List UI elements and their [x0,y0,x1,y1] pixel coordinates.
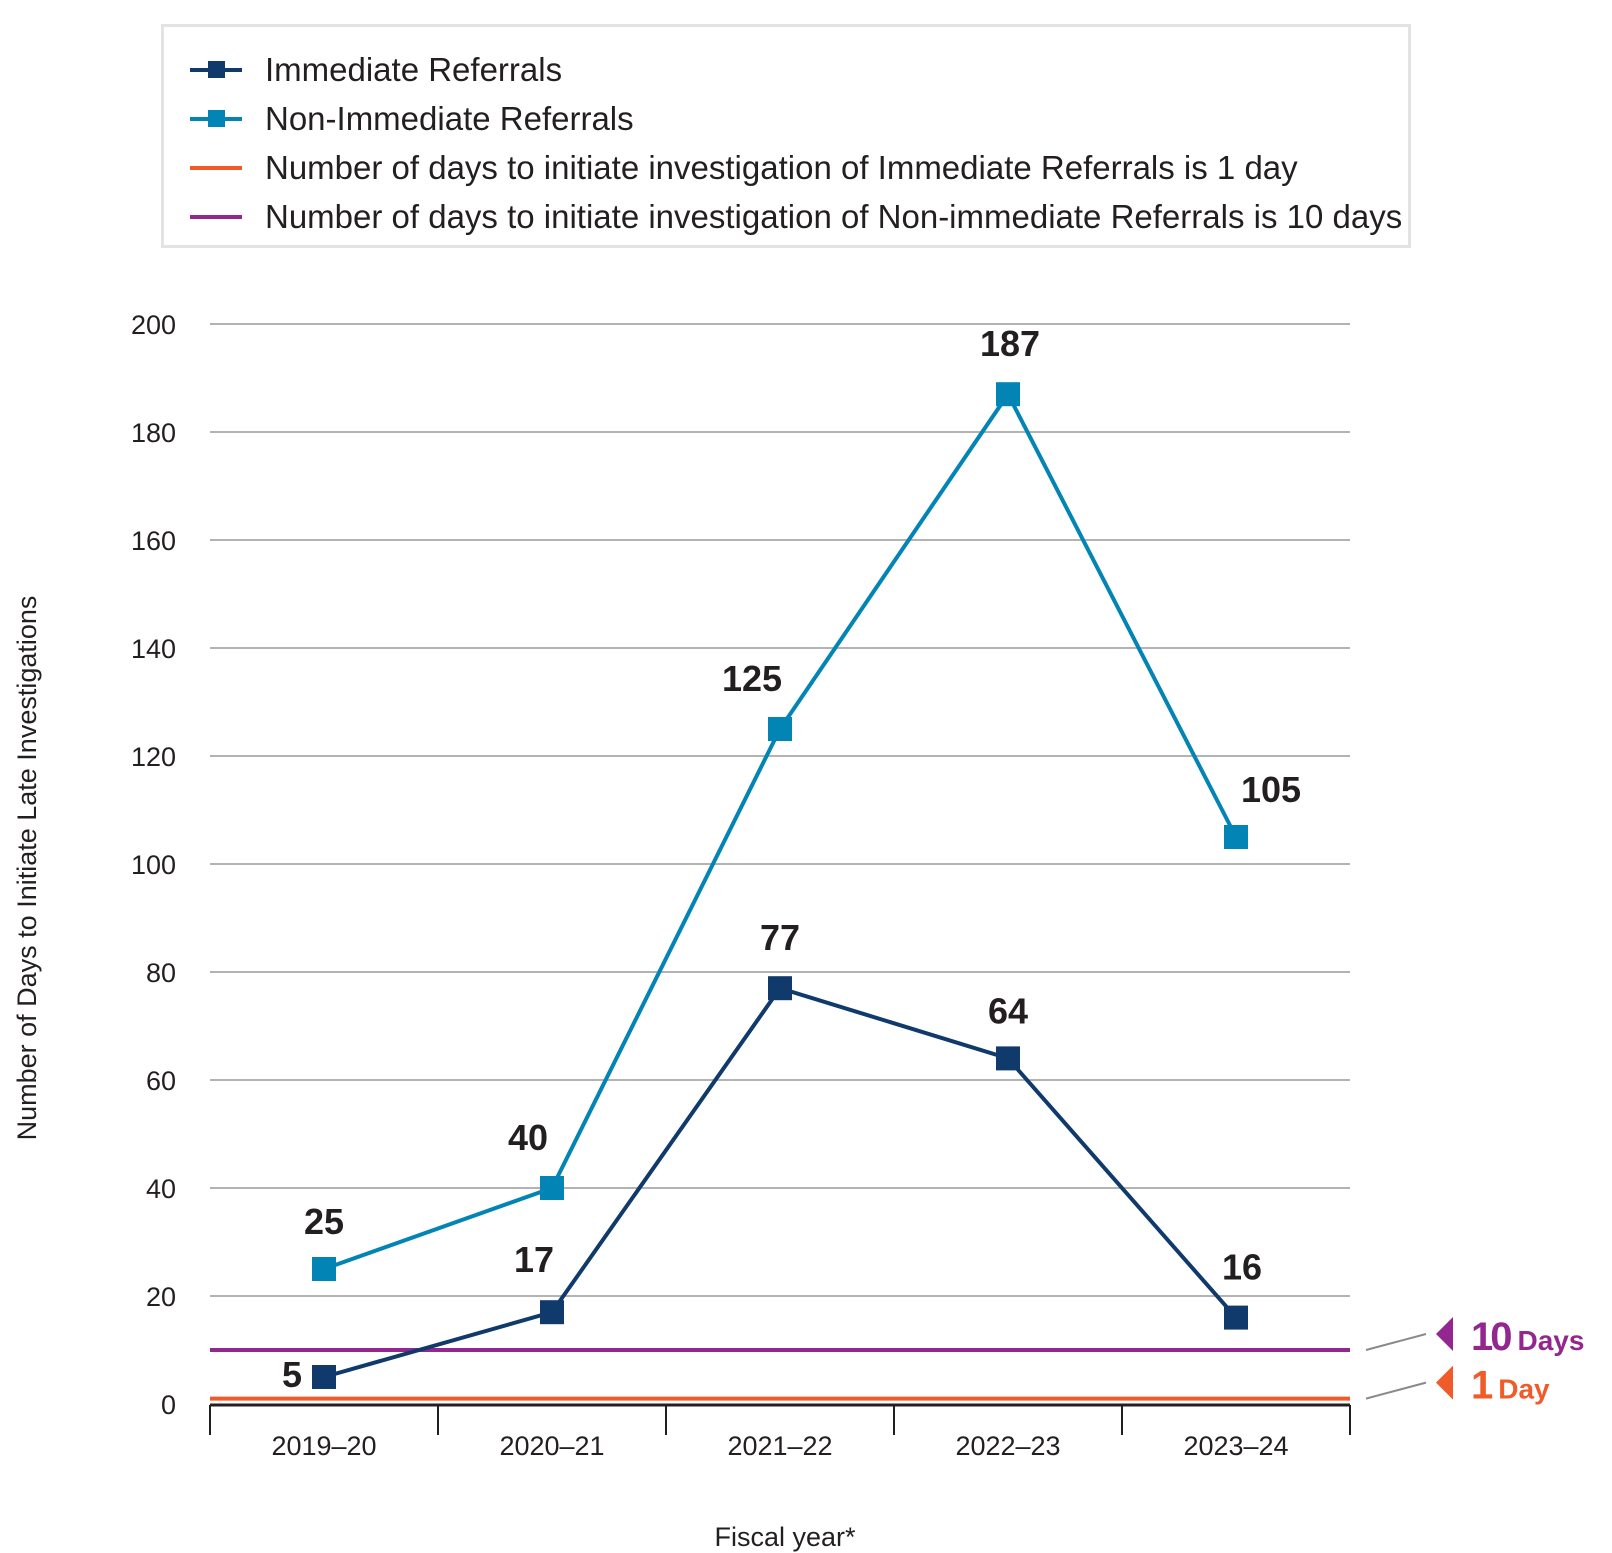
y-tick-label: 120 [131,742,176,772]
data-point-marker [540,1176,564,1200]
y-tick-label: 180 [131,418,176,448]
data-label: 64 [988,990,1028,1031]
series [312,382,1248,1389]
gridlines [210,323,1350,1297]
reference-lines [210,1348,1350,1401]
y-tick-label: 40 [146,1174,176,1204]
y-tick-label: 20 [146,1282,176,1312]
y-tick-label: 160 [131,526,176,556]
reference-annotation: 1 Day [1471,1364,1550,1408]
annotation-unit: Day [1498,1374,1550,1405]
annotation-connector [1365,1333,1427,1351]
data-point-marker [1224,1305,1248,1330]
data-point-marker [768,717,792,741]
data-label: 40 [508,1117,548,1158]
legend-swatch-non-immediate [190,99,242,139]
legend-item-10-days: Number of days to initiate investigation… [190,197,1402,237]
data-label: 125 [722,658,782,699]
y-tick-label: 60 [146,1066,176,1096]
data-labels: 5 17 77 64 16 25 40 125 187 105 [282,323,1301,1395]
legend-item-non-immediate: Non-Immediate Referrals [190,99,634,139]
x-tick-label: 2019–20 [271,1431,376,1461]
data-point-marker [768,976,792,1001]
reference-annotation: 10 Days [1471,1315,1584,1359]
triangle-pointer-icon [1436,1317,1453,1351]
y-tick-label: 200 [131,310,176,340]
triangle-pointer-icon [1436,1365,1453,1400]
data-point-marker [312,1365,336,1389]
x-tick-label: 2021–22 [727,1431,832,1461]
y-axis-title: Number of Days to Initiate Late Investig… [12,596,42,1141]
legend-swatch-10-days [190,197,242,237]
legend-swatch-immediate [190,50,242,90]
data-label: 77 [760,917,800,958]
legend-label: Immediate Referrals [265,51,563,88]
series-line-immediate [323,985,1238,1379]
y-tick-labels: 0 20 40 60 80 100 120 140 160 180 200 [131,310,176,1420]
legend-label: Non-Immediate Referrals [265,100,634,137]
data-label: 187 [980,323,1040,364]
y-tick-label: 80 [146,958,176,988]
data-label: 105 [1241,769,1301,810]
data-label: 5 [282,1354,302,1395]
legend-label: Number of days to initiate investigation… [265,149,1298,186]
data-label: 25 [304,1201,344,1242]
y-tick-label: 0 [161,1390,176,1420]
annotation-unit: Days [1518,1325,1585,1356]
legend-item-immediate: Immediate Referrals [190,50,562,90]
annotation-number: 10 [1471,1315,1511,1359]
legend-swatch-1-day [190,148,242,188]
data-point-marker [996,1046,1020,1071]
data-point-marker [996,382,1020,407]
data-point-marker [312,1257,336,1281]
data-point-marker [540,1300,564,1325]
y-tick-label: 140 [131,634,176,664]
data-label: 17 [514,1239,554,1280]
legend: Immediate Referrals Non-Immediate Referr… [161,24,1411,248]
legend-label: Number of days to initiate investigation… [265,198,1403,235]
series-line-non-immediate [323,390,1238,1271]
annotation-connector [1365,1381,1427,1400]
legend-item-1-day: Number of days to initiate investigation… [190,148,1298,188]
annotation-number: 1 [1471,1364,1493,1408]
data-point-marker [1224,825,1248,849]
x-tick-label: 2022–23 [955,1431,1060,1461]
reference-annotations: 1 Day 10 Days [1365,1315,1584,1408]
y-tick-label: 100 [131,850,176,880]
x-tick-label: 2023–24 [1183,1431,1288,1461]
x-axis-title: Fiscal year* [714,1522,856,1552]
x-axis: 2019–20 2020–21 2021–22 2022–23 2023–24 [209,1403,1351,1461]
data-label: 16 [1222,1247,1262,1288]
x-tick-label: 2020–21 [499,1431,604,1461]
